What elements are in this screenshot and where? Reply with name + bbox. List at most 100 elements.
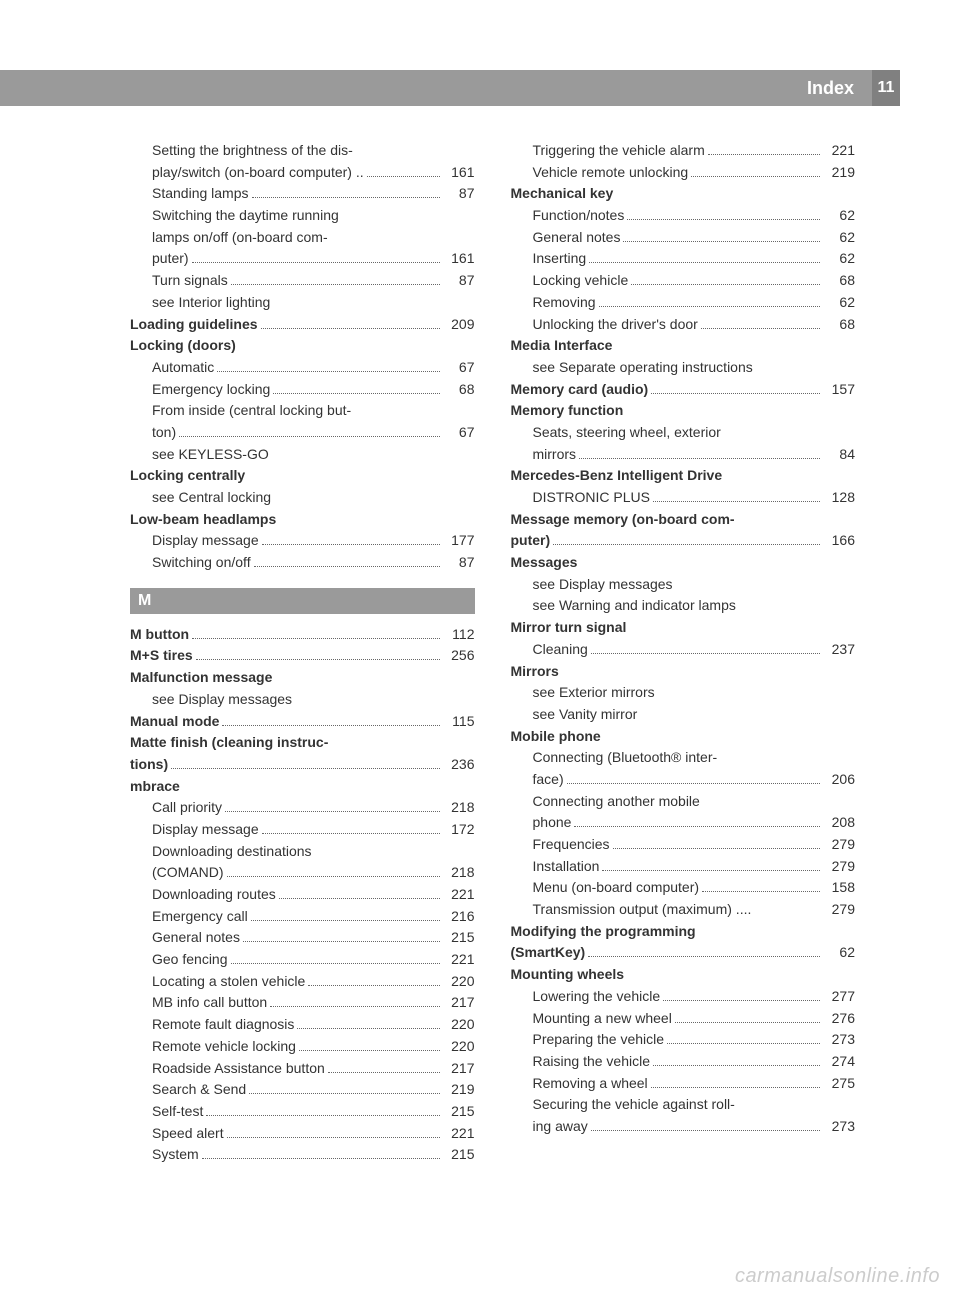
leader-dots	[192, 629, 439, 639]
entry-label: see KEYLESS-GO	[152, 444, 269, 466]
entry-label: Roadside Assistance button	[152, 1058, 325, 1080]
entry-page: 177	[443, 530, 475, 552]
index-subentry: Connecting (Bluetooth® inter-face)206	[511, 747, 856, 790]
leader-dots	[252, 189, 440, 199]
entry-page: 87	[443, 270, 475, 292]
leader-dots	[651, 384, 820, 394]
entry-page: 128	[823, 487, 855, 509]
entry-label: Emergency call	[152, 906, 248, 928]
entry-label: Call priority	[152, 797, 222, 819]
entry-page: 161	[443, 162, 475, 184]
entry-label: Connecting another mobile	[533, 791, 700, 813]
leader-dots	[367, 167, 440, 177]
entry-page: 215	[443, 1101, 475, 1123]
entry-label: Emergency locking	[152, 379, 270, 401]
entry-label: Preparing the vehicle	[533, 1029, 665, 1051]
leader-dots	[202, 1149, 440, 1159]
leader-dots	[574, 818, 820, 828]
entry-label: Cleaning	[533, 639, 588, 661]
leader-dots	[591, 1121, 820, 1131]
index-entry: mbrace	[130, 776, 475, 798]
leader-dots	[249, 1084, 439, 1094]
leader-dots	[691, 167, 820, 177]
entry-label: see Exterior mirrors	[533, 682, 655, 704]
index-see-entry: see Vanity mirror	[511, 704, 856, 726]
entry-label: Lowering the vehicle	[533, 986, 661, 1008]
entry-label: Frequencies	[533, 834, 610, 856]
entry-label: Low-beam headlamps	[130, 509, 276, 531]
index-entry: Memory card (audio)157	[511, 379, 856, 401]
entry-page: 221	[823, 140, 855, 162]
index-entry: Message memory (on-board com-puter)166	[511, 509, 856, 552]
index-subentry: From inside (central locking but-ton)67	[130, 400, 475, 443]
entry-page: 215	[443, 1144, 475, 1166]
index-entry: Memory function	[511, 400, 856, 422]
entry-page: 216	[443, 906, 475, 928]
entry-page: 273	[823, 1029, 855, 1051]
index-subentry: DISTRONIC PLUS128	[511, 487, 856, 509]
index-subentry: Connecting another mobilephone208	[511, 791, 856, 834]
leader-dots	[328, 1063, 440, 1073]
entry-label: M button	[130, 624, 189, 646]
entry-label: mirrors	[533, 444, 577, 466]
leader-dots	[231, 954, 440, 964]
leader-dots	[196, 651, 440, 661]
entry-label: Locating a stolen vehicle	[152, 971, 305, 993]
entry-label: Seats, steering wheel, exterior	[533, 422, 721, 444]
index-subentry: Securing the vehicle against roll-ing aw…	[511, 1094, 856, 1137]
entry-label: Downloading destinations	[152, 841, 312, 863]
entry-label: Menu (on-board computer)	[533, 877, 700, 899]
entry-label: mbrace	[130, 776, 180, 798]
entry-label: Vehicle remote unlocking	[533, 162, 689, 184]
entry-page: 218	[443, 797, 475, 819]
entry-page: 217	[443, 992, 475, 1014]
entry-page: 219	[443, 1079, 475, 1101]
entry-label: Locking vehicle	[533, 270, 629, 292]
entry-label: see Interior lighting	[152, 292, 270, 314]
leader-dots	[599, 297, 820, 307]
entry-page: 68	[823, 270, 855, 292]
index-entry: M+S tires256	[130, 645, 475, 667]
entry-page: 87	[443, 552, 475, 574]
entry-label: Matte finish (cleaning instruc-	[130, 732, 328, 754]
leader-dots	[708, 145, 820, 155]
leader-dots	[262, 536, 440, 546]
entry-label: Transmission output (maximum) ....	[533, 899, 752, 921]
entry-page: 62	[823, 205, 855, 227]
entry-page: 220	[443, 1036, 475, 1058]
entry-label: Locking centrally	[130, 465, 245, 487]
entry-label: puter)	[511, 530, 551, 552]
entry-page: 279	[823, 899, 855, 921]
leader-dots	[627, 210, 820, 220]
leader-dots	[270, 998, 439, 1008]
entry-label: see Vanity mirror	[533, 704, 638, 726]
entry-label: Setting the brightness of the dis-	[152, 140, 353, 162]
entry-page: 217	[443, 1058, 475, 1080]
index-subentry: Vehicle remote unlocking219	[511, 162, 856, 184]
leader-dots	[567, 774, 820, 784]
entry-label: Connecting (Bluetooth® inter-	[533, 747, 718, 769]
entry-page: 87	[443, 183, 475, 205]
entry-label: Self-test	[152, 1101, 203, 1123]
leader-dots	[279, 889, 440, 899]
index-see-entry: see Display messages	[130, 689, 475, 711]
index-see-entry: see KEYLESS-GO	[130, 444, 475, 466]
index-subentry: Display message177	[130, 530, 475, 552]
leader-dots	[192, 254, 440, 264]
index-subentry: Frequencies279	[511, 834, 856, 856]
leader-dots	[553, 536, 820, 546]
index-entry: Matte finish (cleaning instruc-tions)236	[130, 732, 475, 775]
index-subentry: Automatic67	[130, 357, 475, 379]
leader-dots	[613, 839, 820, 849]
entry-label: Remote vehicle locking	[152, 1036, 296, 1058]
entry-page: 215	[443, 927, 475, 949]
index-subentry: Standing lamps87	[130, 183, 475, 205]
entry-page: 115	[443, 711, 475, 733]
index-subentry: Transmission output (maximum) .... 279	[511, 899, 856, 921]
entry-page: 112	[443, 624, 475, 646]
entry-label: Switching the daytime running	[152, 205, 339, 227]
entry-label: General notes	[152, 927, 240, 949]
entry-label: Installation	[533, 856, 600, 878]
index-entry: Malfunction message	[130, 667, 475, 689]
entry-page: 68	[443, 379, 475, 401]
